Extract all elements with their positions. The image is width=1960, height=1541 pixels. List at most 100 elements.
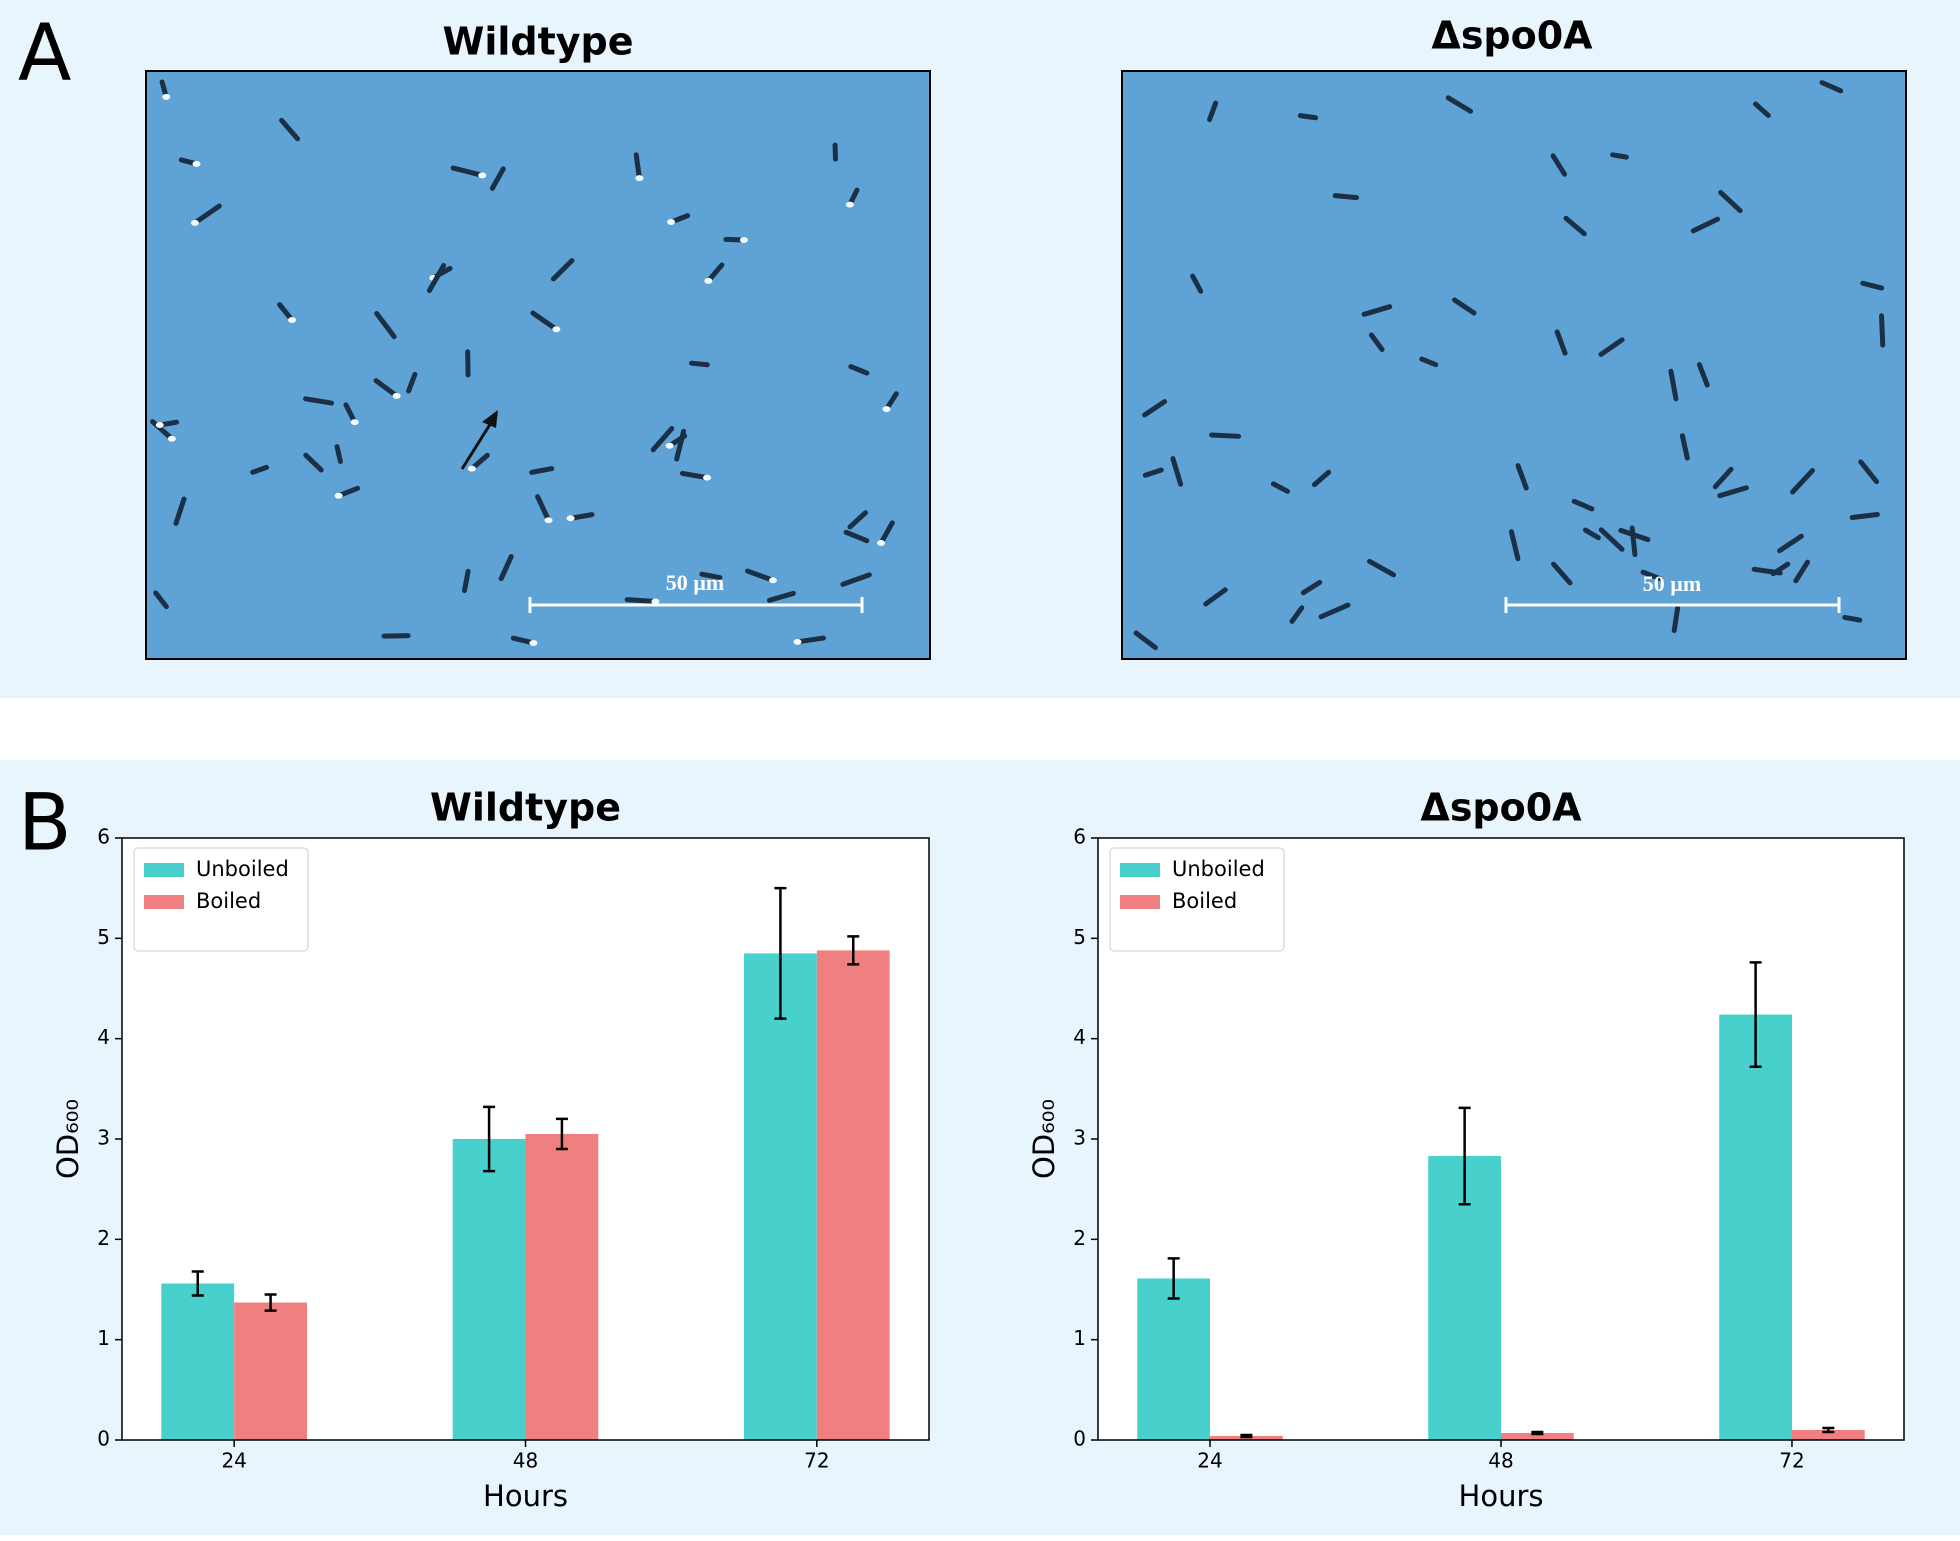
error-bar (1749, 961, 1762, 1069)
cell (1879, 313, 1886, 348)
cell (1668, 368, 1679, 402)
bar (452, 1139, 526, 1440)
spore (467, 465, 476, 472)
cell (374, 310, 397, 340)
x-tick-label: 72 (804, 1449, 829, 1473)
cell (1696, 362, 1710, 388)
cell (1318, 602, 1351, 620)
spore (665, 442, 674, 449)
spore (667, 219, 676, 226)
cell (450, 165, 485, 178)
spore (392, 392, 401, 399)
legend-label: Boiled (1172, 889, 1237, 913)
cell (1419, 356, 1439, 368)
cell (1819, 80, 1844, 94)
micrograph-frame (145, 70, 931, 660)
scale-bar (528, 597, 1841, 613)
spore (635, 175, 644, 182)
cell (192, 203, 222, 226)
y-axis-label: OD₆₀₀ (1027, 1099, 1061, 1179)
cell (173, 496, 187, 526)
cell (624, 597, 658, 604)
spore (739, 236, 748, 243)
bar (525, 1133, 599, 1440)
micrograph (1121, 70, 1907, 660)
x-axis-label: Hours (483, 1479, 568, 1513)
cell (1190, 273, 1204, 294)
y-tick-label: 6 (97, 825, 110, 849)
error-bar (1458, 1106, 1471, 1206)
cell (766, 590, 796, 603)
cell (529, 466, 555, 475)
cell (153, 590, 169, 610)
spore (704, 277, 713, 284)
cell (1718, 189, 1743, 214)
cell (1842, 614, 1863, 623)
cell (1571, 498, 1595, 512)
bar (1137, 1278, 1211, 1440)
scale-bar-label: 50 µm (1643, 571, 1702, 596)
image-title: Wildtype (442, 20, 633, 64)
cell (1849, 512, 1880, 521)
cell (550, 258, 575, 282)
spore (882, 406, 891, 413)
y-axis-label: OD₆₀₀ (51, 1099, 85, 1179)
y-tick-label: 5 (1073, 925, 1086, 949)
cell (1858, 459, 1880, 485)
cell (1777, 533, 1804, 554)
cell (1671, 604, 1681, 633)
scale-bar-label: 50 µm (666, 570, 725, 595)
y-tick-label: 0 (97, 1427, 110, 1451)
cell (1551, 561, 1573, 586)
bar (234, 1302, 307, 1440)
chart-title: Δspo0A (1420, 786, 1582, 830)
cell (1289, 605, 1305, 624)
cell (1610, 152, 1629, 160)
spore (190, 219, 199, 226)
x-tick-label: 48 (1488, 1449, 1513, 1473)
cell (1367, 558, 1397, 578)
y-tick-label: 1 (97, 1326, 110, 1350)
cell (1270, 481, 1291, 494)
x-axis-label: Hours (1459, 1479, 1544, 1513)
panel-label: A (18, 8, 71, 98)
cell (461, 568, 471, 594)
cell (1563, 215, 1587, 237)
cell (1860, 280, 1885, 291)
bar (1501, 1432, 1574, 1440)
plot-frame (121, 837, 930, 1441)
x-tick-label: 48 (513, 1449, 538, 1473)
y-tick-label: 6 (1073, 825, 1086, 849)
spore (793, 638, 802, 645)
cell (373, 378, 400, 399)
y-tick-label: 2 (97, 1226, 110, 1250)
cell (1554, 329, 1568, 356)
spore (552, 326, 561, 333)
error-bar (774, 886, 787, 1020)
error-bar (1822, 1426, 1835, 1434)
spore (529, 639, 538, 646)
x-tick-label: 72 (1779, 1449, 1804, 1473)
y-tick-label: 3 (1073, 1126, 1086, 1150)
y-tick-label: 0 (1073, 1427, 1086, 1451)
error-bar (264, 1293, 277, 1312)
error-bar (847, 935, 860, 966)
y-tick-label: 5 (97, 925, 110, 949)
cell (705, 262, 725, 284)
legend-label: Boiled (196, 889, 261, 913)
cell (843, 529, 870, 544)
cell (1717, 485, 1749, 499)
spore (192, 160, 201, 167)
y-tick-label: 1 (1073, 1326, 1086, 1350)
cell (1790, 468, 1815, 495)
spore (478, 172, 487, 179)
cell (699, 571, 723, 581)
panel-label: B (18, 778, 72, 868)
micrograph (145, 70, 931, 660)
cell (1133, 630, 1158, 651)
error-bar (483, 1105, 496, 1173)
spore (350, 419, 359, 426)
cell (303, 452, 324, 473)
image-title: Δspo0A (1431, 14, 1593, 58)
